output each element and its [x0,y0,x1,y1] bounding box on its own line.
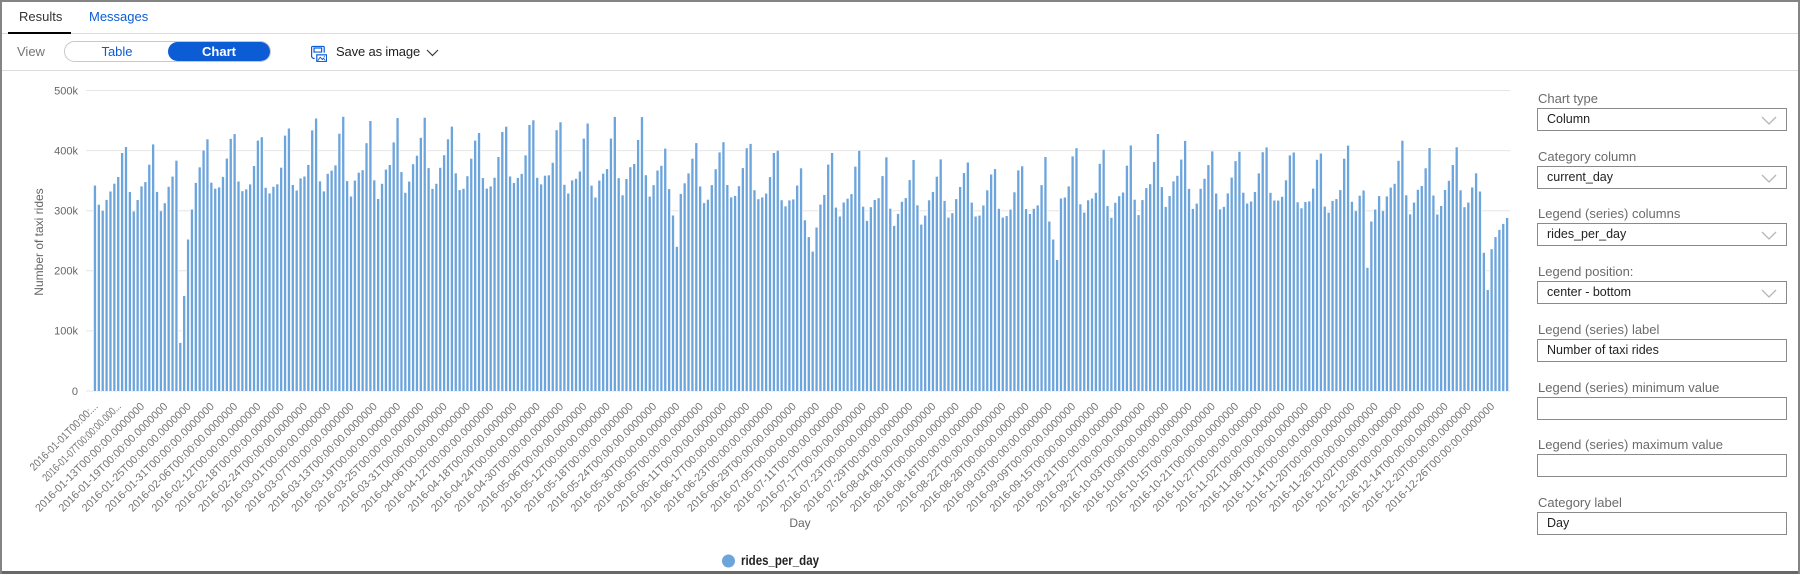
svg-text:100k: 100k [54,326,78,338]
svg-text:400k: 400k [54,145,78,157]
svg-text:200k: 200k [54,266,78,278]
svg-text:Number of taxi rides: Number of taxi rides [32,188,46,295]
svg-text:300k: 300k [54,206,78,218]
svg-text:Day: Day [789,516,810,530]
svg-text:rides_per_day: rides_per_day [741,552,819,568]
svg-text:500k: 500k [54,85,78,97]
svg-text:0: 0 [72,386,78,398]
